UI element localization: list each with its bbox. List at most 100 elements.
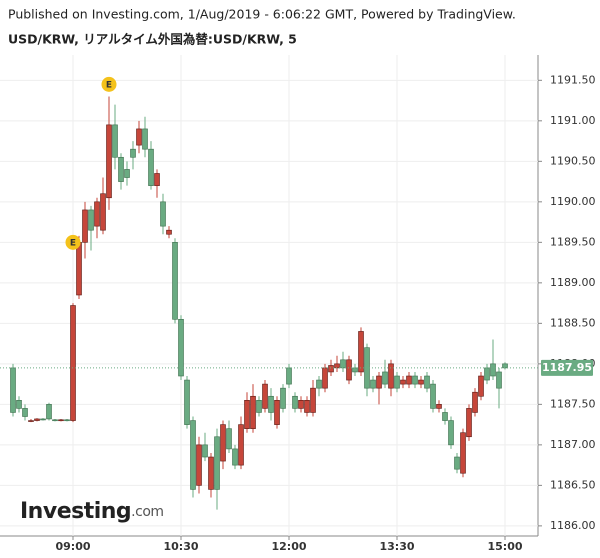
candle-body (106, 124, 112, 199)
x-tick-label: 15:00 (487, 540, 522, 553)
candle-body (400, 379, 406, 385)
published-note: Published on Investing.com, 1/Aug/2019 -… (8, 7, 516, 22)
candle-body (454, 456, 460, 470)
candle-body (406, 375, 412, 385)
candle-body (298, 400, 304, 409)
candle-body (238, 424, 244, 466)
candle-body (16, 400, 22, 409)
candle-body (334, 363, 340, 369)
y-tick-label: 1191.50 (550, 73, 596, 86)
candle-body (82, 209, 88, 243)
candle-body (172, 242, 178, 320)
last-price-label: 1187.95 (542, 361, 592, 374)
candle-body (496, 371, 502, 389)
y-tick-label: 1187.00 (550, 438, 596, 451)
candle-body (190, 420, 196, 490)
candle-body (346, 359, 352, 381)
candle-body (232, 448, 238, 466)
candle-body (502, 363, 508, 369)
candle-body (292, 395, 298, 409)
candle-body (304, 400, 310, 413)
candle-body (118, 156, 124, 182)
candle-body (214, 436, 220, 490)
candle-body (76, 242, 82, 296)
candle-body (370, 379, 376, 389)
candle-body (394, 375, 400, 389)
candle-body (196, 444, 202, 486)
y-tick-label: 1188.50 (550, 316, 596, 329)
y-tick-label: 1191.00 (550, 114, 596, 127)
candle-body (388, 363, 394, 389)
candle-body (88, 209, 94, 231)
candle-body (52, 419, 58, 422)
y-tick-label: 1187.50 (550, 397, 596, 410)
last-price-box (541, 359, 593, 376)
x-tick-label: 13:30 (379, 540, 414, 553)
candle-body (94, 201, 100, 227)
candle-body (10, 367, 16, 413)
candle-body (484, 367, 490, 381)
candle-body (64, 419, 70, 422)
y-tick-label: 1186.50 (550, 478, 596, 491)
candle-body (154, 173, 160, 186)
candle-body (28, 420, 34, 422)
candle-body (310, 387, 316, 413)
y-tick-label: 1189.00 (550, 276, 596, 289)
candle-body (382, 371, 388, 385)
candle-body (112, 124, 118, 158)
candle-body (184, 379, 190, 425)
candle-body (160, 201, 166, 227)
candle-body (268, 395, 274, 413)
candle-body (430, 383, 436, 409)
candle-body (58, 419, 64, 422)
y-tick-label: 1186.00 (550, 519, 596, 532)
event-marker (101, 76, 117, 92)
candle-body (424, 375, 430, 389)
y-tick-label: 1190.00 (550, 195, 596, 208)
candle-body (490, 363, 496, 377)
candle-body (472, 391, 478, 413)
chart-title: USD/KRW, リアルタイム外国為替:USD/KRW, 5 (8, 32, 297, 47)
candle-body (256, 400, 262, 413)
candle-body (460, 432, 466, 474)
candle-body (262, 383, 268, 409)
candle-body (376, 375, 382, 389)
candle-body (142, 128, 148, 150)
candle-body (280, 387, 286, 409)
candle-body (130, 148, 136, 158)
candle-body (22, 408, 28, 417)
x-tick-label: 09:00 (55, 540, 90, 553)
candle-body (466, 408, 472, 438)
candle-body (316, 379, 322, 389)
candle-body (148, 148, 154, 186)
candle-body (442, 412, 448, 421)
candle-body (220, 424, 226, 462)
candle-body (250, 395, 256, 429)
candle-body (328, 365, 334, 373)
candle-body (448, 420, 454, 446)
logo-suffix: .com (131, 504, 163, 520)
candle-body (40, 418, 46, 421)
candle-body (46, 404, 52, 420)
candle-body (322, 367, 328, 389)
candle-body (352, 367, 358, 373)
candle-body (202, 444, 208, 458)
candle-body (418, 379, 424, 385)
candle-body (100, 193, 106, 231)
event-label: E (70, 238, 76, 248)
event-label: E (106, 80, 112, 90)
logo-name: Investing (20, 499, 131, 524)
candle-body (358, 331, 364, 373)
candle-body (136, 128, 142, 146)
event-marker (65, 234, 81, 250)
candle-body (70, 305, 76, 421)
candle-body (286, 367, 292, 385)
x-tick-label: 10:30 (163, 540, 198, 553)
candle-body (34, 418, 40, 421)
candle-body (208, 456, 214, 490)
x-tick-label: 12:00 (271, 540, 306, 553)
candle-body (436, 404, 442, 409)
candle-body (166, 229, 172, 235)
